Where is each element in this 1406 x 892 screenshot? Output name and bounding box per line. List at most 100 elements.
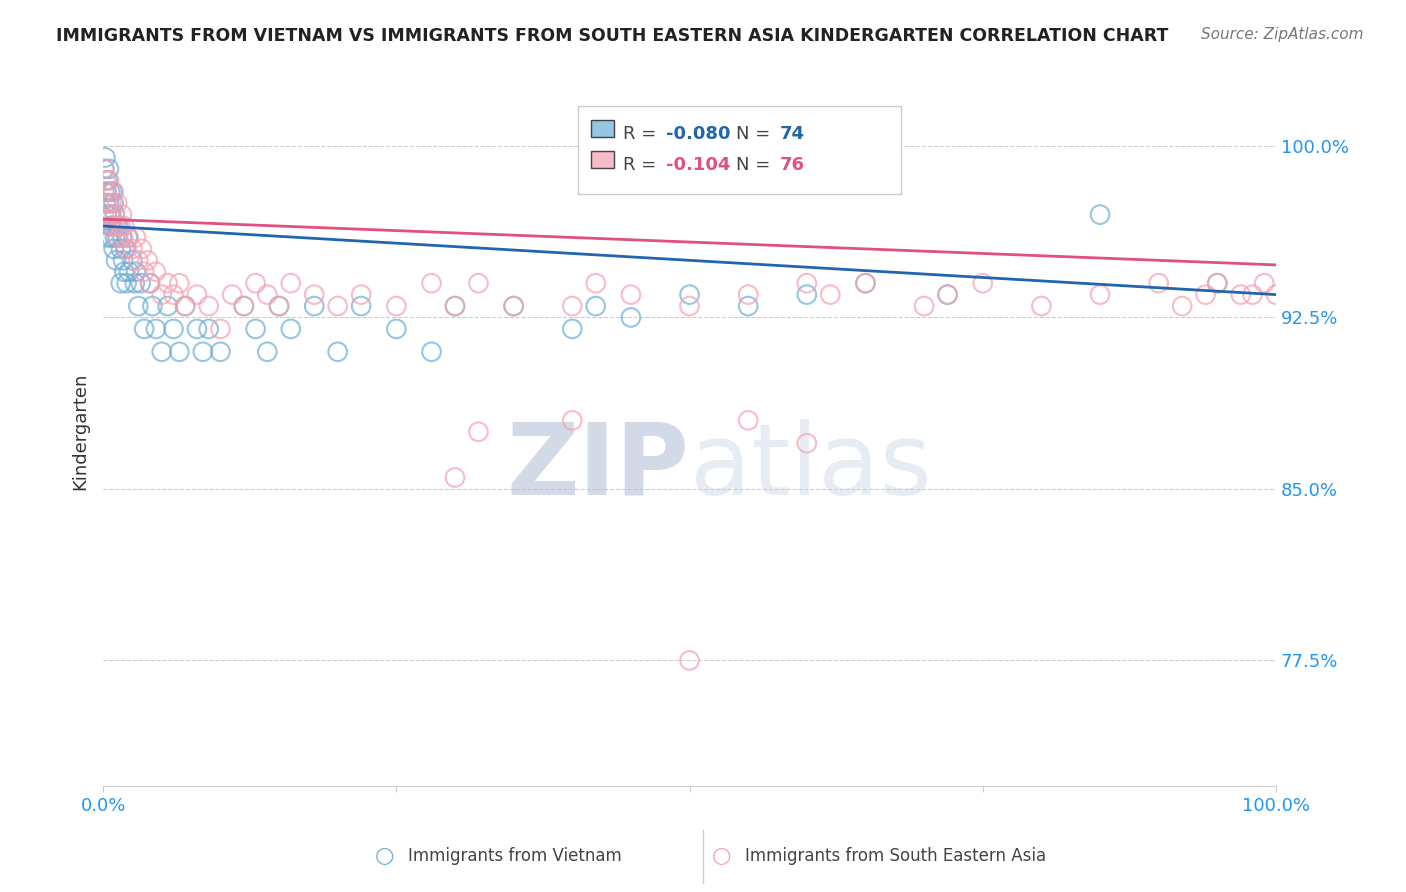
Point: [104, 208, 127, 222]
Point: [1147, 276, 1170, 290]
Point: [103, 185, 125, 199]
Point: [115, 276, 138, 290]
Point: [97, 173, 120, 187]
Point: [585, 299, 607, 313]
Text: R =: R =: [623, 156, 662, 174]
Point: [796, 276, 818, 290]
Point: [103, 242, 125, 256]
Point: [101, 219, 124, 233]
Point: [134, 265, 156, 279]
Point: [112, 265, 135, 279]
Point: [561, 299, 583, 313]
Point: [737, 287, 759, 301]
Point: [197, 322, 219, 336]
Point: [136, 253, 159, 268]
Point: [125, 265, 148, 279]
Point: [141, 299, 163, 313]
Point: [1229, 287, 1251, 301]
Point: [936, 287, 959, 301]
Point: [98, 173, 121, 187]
Point: [94, 173, 117, 187]
Point: [118, 230, 141, 244]
Point: [121, 253, 143, 268]
Text: Immigrants from Vietnam: Immigrants from Vietnam: [408, 847, 621, 865]
Point: [145, 265, 167, 279]
Point: [326, 299, 349, 313]
Point: [1031, 299, 1053, 313]
Point: [1253, 276, 1275, 290]
Point: [93, 161, 115, 176]
Point: [100, 208, 122, 222]
Point: [134, 322, 156, 336]
Point: [502, 299, 524, 313]
Point: [162, 287, 184, 301]
Point: [107, 219, 129, 233]
Point: [145, 322, 167, 336]
Point: [186, 287, 208, 301]
Point: [302, 287, 325, 301]
Point: [110, 242, 132, 256]
Point: [100, 196, 122, 211]
Point: [125, 230, 148, 244]
Point: [855, 276, 877, 290]
Y-axis label: Kindergarten: Kindergarten: [72, 373, 89, 491]
Point: [162, 322, 184, 336]
Text: 76: 76: [780, 156, 804, 174]
Point: [96, 185, 118, 199]
Point: [186, 322, 208, 336]
Point: [121, 242, 143, 256]
Point: [936, 287, 959, 301]
Point: [280, 276, 302, 290]
Text: Source: ZipAtlas.com: Source: ZipAtlas.com: [1201, 27, 1364, 42]
Point: [98, 196, 121, 211]
Point: [245, 276, 267, 290]
Point: [855, 276, 877, 290]
Point: [678, 653, 700, 667]
Point: [502, 299, 524, 313]
Point: [105, 253, 128, 268]
Point: [98, 208, 121, 222]
Point: [104, 208, 127, 222]
Point: [1171, 299, 1194, 313]
Point: [1206, 276, 1229, 290]
Point: [127, 253, 149, 268]
Point: [444, 299, 467, 313]
Text: IMMIGRANTS FROM VIETNAM VS IMMIGRANTS FROM SOUTH EASTERN ASIA KINDERGARTEN CORRE: IMMIGRANTS FROM VIETNAM VS IMMIGRANTS FR…: [56, 27, 1168, 45]
Point: [96, 208, 118, 222]
Point: [112, 219, 135, 233]
Point: [101, 219, 124, 233]
Point: [139, 276, 162, 290]
FancyBboxPatch shape: [578, 106, 901, 194]
Text: ○: ○: [374, 847, 394, 866]
Point: [221, 287, 243, 301]
Point: [98, 185, 121, 199]
Point: [100, 230, 122, 244]
Point: [1241, 287, 1264, 301]
FancyBboxPatch shape: [591, 151, 614, 169]
Point: [96, 185, 118, 199]
Point: [444, 299, 467, 313]
Point: [98, 161, 121, 176]
Text: -0.080: -0.080: [666, 125, 731, 143]
Point: [467, 425, 489, 439]
Point: [150, 344, 173, 359]
Point: [97, 230, 120, 244]
Point: [197, 299, 219, 313]
Point: [620, 310, 643, 325]
Point: [561, 413, 583, 427]
Point: [117, 230, 139, 244]
FancyBboxPatch shape: [591, 120, 614, 137]
Point: [127, 299, 149, 313]
Point: [232, 299, 254, 313]
Point: [156, 276, 179, 290]
Point: [174, 299, 197, 313]
Point: [245, 322, 267, 336]
Point: [796, 436, 818, 450]
Point: [150, 287, 173, 301]
Point: [737, 413, 759, 427]
Point: [115, 242, 138, 256]
Point: [169, 344, 191, 359]
Point: [209, 322, 232, 336]
Point: [350, 299, 373, 313]
Point: [561, 322, 583, 336]
